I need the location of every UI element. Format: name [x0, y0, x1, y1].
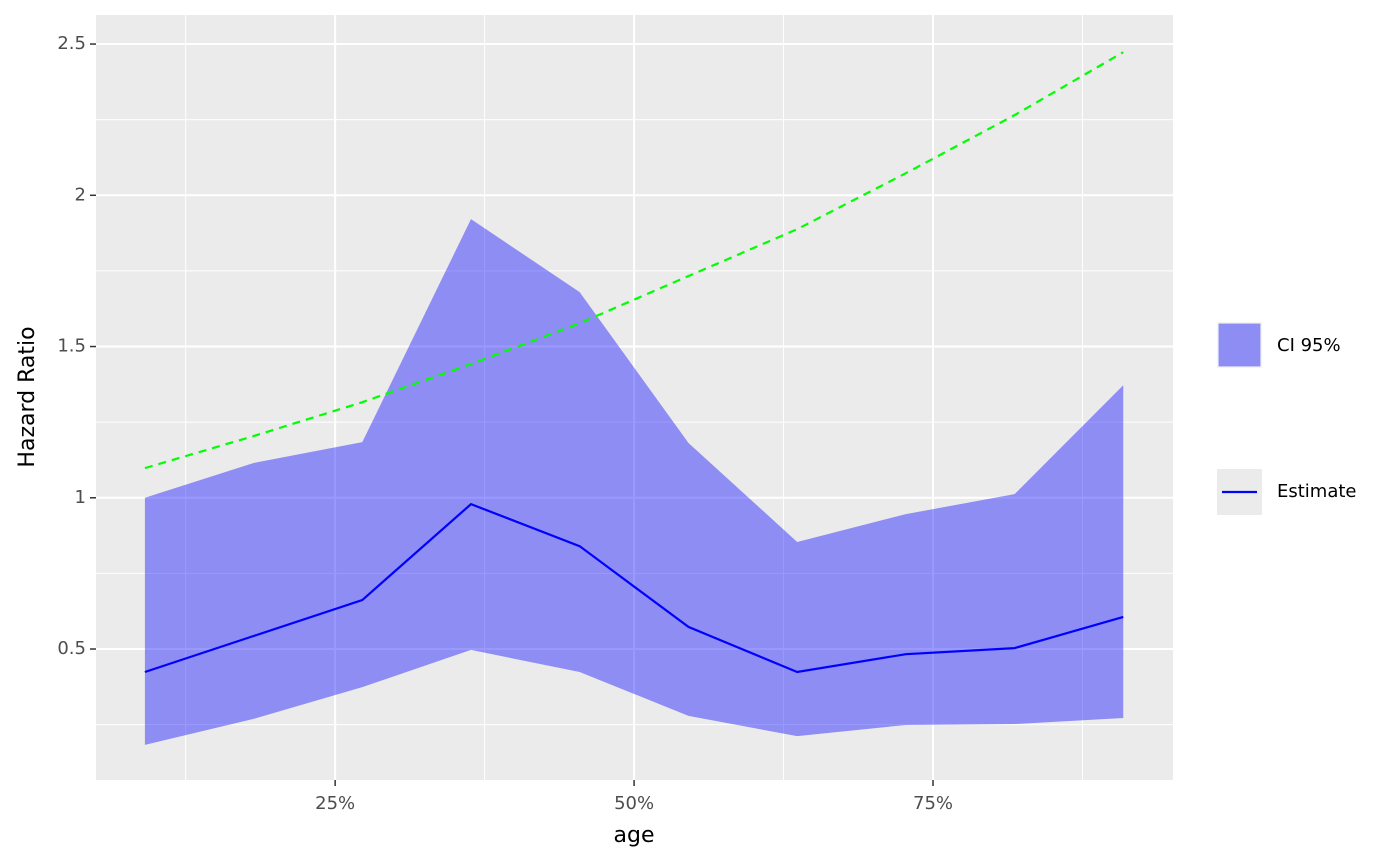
ci-band — [144, 219, 1124, 745]
x-tick-label: 50% — [614, 793, 654, 814]
y-tick-label: 1 — [75, 487, 86, 508]
y-tick-label: 1.5 — [57, 336, 86, 357]
y-axis-title: Hazard Ratio — [15, 326, 40, 467]
x-tick-label: 25% — [315, 793, 355, 814]
x-axis-title: age — [614, 823, 655, 848]
legend-label: Estimate — [1277, 481, 1357, 502]
y-tick-label: 2.5 — [57, 33, 86, 54]
legend-key — [1217, 322, 1262, 368]
y-tick-label: 2 — [75, 184, 86, 205]
legend-label: CI 95% — [1277, 335, 1341, 356]
line — [144, 502, 1124, 674]
x-tick-label: 75% — [913, 793, 953, 814]
line — [144, 51, 1124, 470]
y-tick-label: 0.5 — [57, 638, 86, 659]
legend-swatch — [1217, 322, 1262, 368]
